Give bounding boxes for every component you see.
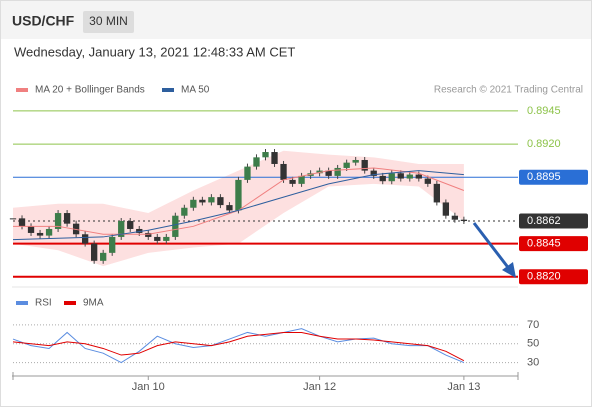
legend-swatch [64, 301, 76, 305]
candle [442, 202, 450, 216]
legend-label: RSI [35, 298, 52, 309]
candle [81, 234, 89, 244]
candle [406, 174, 413, 179]
candle [388, 173, 395, 182]
candle [379, 175, 386, 182]
legend-label: 9MA [83, 298, 104, 309]
legend-swatch [16, 301, 28, 305]
candle [352, 159, 359, 163]
candle [253, 157, 260, 167]
candle [262, 152, 269, 158]
candle [145, 232, 152, 237]
candle [63, 213, 71, 224]
credit: Research © 2021 Trading Central [434, 85, 583, 96]
timeframe: 30 MIN [89, 14, 128, 28]
level-label: 0.8920 [527, 138, 561, 150]
y-tick-label: 30 [527, 356, 539, 368]
candle [334, 167, 341, 176]
candle [18, 218, 26, 227]
level-label: 0.8895 [527, 171, 561, 183]
candle [163, 236, 170, 241]
candle [370, 170, 377, 176]
rsi-line [12, 328, 465, 364]
arrow-head [502, 262, 516, 278]
candle [127, 221, 134, 229]
candle [325, 170, 332, 176]
y-tick-label: 50 [527, 338, 539, 350]
legend-swatch [16, 88, 28, 92]
candle [271, 152, 278, 164]
ma-line [12, 170, 464, 241]
candle [190, 199, 197, 208]
candle [397, 173, 404, 179]
level-label: 0.8845 [527, 237, 561, 249]
candle [244, 166, 251, 180]
candle [217, 197, 224, 206]
candle [27, 226, 35, 233]
candle [433, 183, 440, 203]
y-tick-label: 70 [527, 319, 539, 331]
candle [361, 159, 368, 171]
candle [289, 179, 296, 184]
candle [118, 221, 125, 237]
level-box [519, 269, 588, 285]
legend-label: MA 20 + Bollinger Bands [35, 85, 145, 96]
level-label: 0.8945 [527, 105, 561, 117]
symbol: USD/CHF [12, 13, 75, 29]
datetime: Wednesday, January 13, 2021 12:48:33 AM … [14, 44, 295, 59]
candle [208, 197, 215, 203]
candle [9, 218, 17, 220]
candle [154, 236, 161, 241]
legend-swatch [162, 88, 174, 92]
x-tick-label: Jan 13 [447, 381, 480, 393]
candle [100, 252, 107, 261]
level-box [519, 169, 588, 185]
candle [451, 215, 459, 220]
candle [54, 213, 62, 229]
level-label: 0.8820 [527, 271, 561, 283]
candle [235, 179, 242, 211]
level-label: 0.8862 [527, 215, 561, 227]
candle [424, 178, 431, 184]
candle [460, 219, 468, 222]
candle [298, 175, 305, 184]
candle [91, 243, 98, 261]
candle [109, 236, 116, 253]
timeframe-box [83, 11, 134, 33]
rsi-line [12, 331, 465, 362]
candle [280, 163, 287, 180]
candle [36, 232, 44, 236]
x-tick-label: Jan 10 [132, 381, 165, 393]
candle [199, 199, 206, 203]
forecast-arrow [472, 222, 512, 271]
candle [172, 215, 179, 237]
level-box [519, 213, 588, 229]
candle [343, 162, 350, 168]
candle [226, 205, 233, 211]
level-box [519, 236, 588, 252]
legend-label: MA 50 [181, 85, 210, 96]
candle [136, 228, 143, 233]
candle [181, 207, 188, 216]
candle [72, 223, 80, 235]
candle [415, 174, 422, 179]
x-tick-label: Jan 12 [303, 381, 336, 393]
candle [316, 170, 323, 174]
candle [45, 228, 53, 236]
